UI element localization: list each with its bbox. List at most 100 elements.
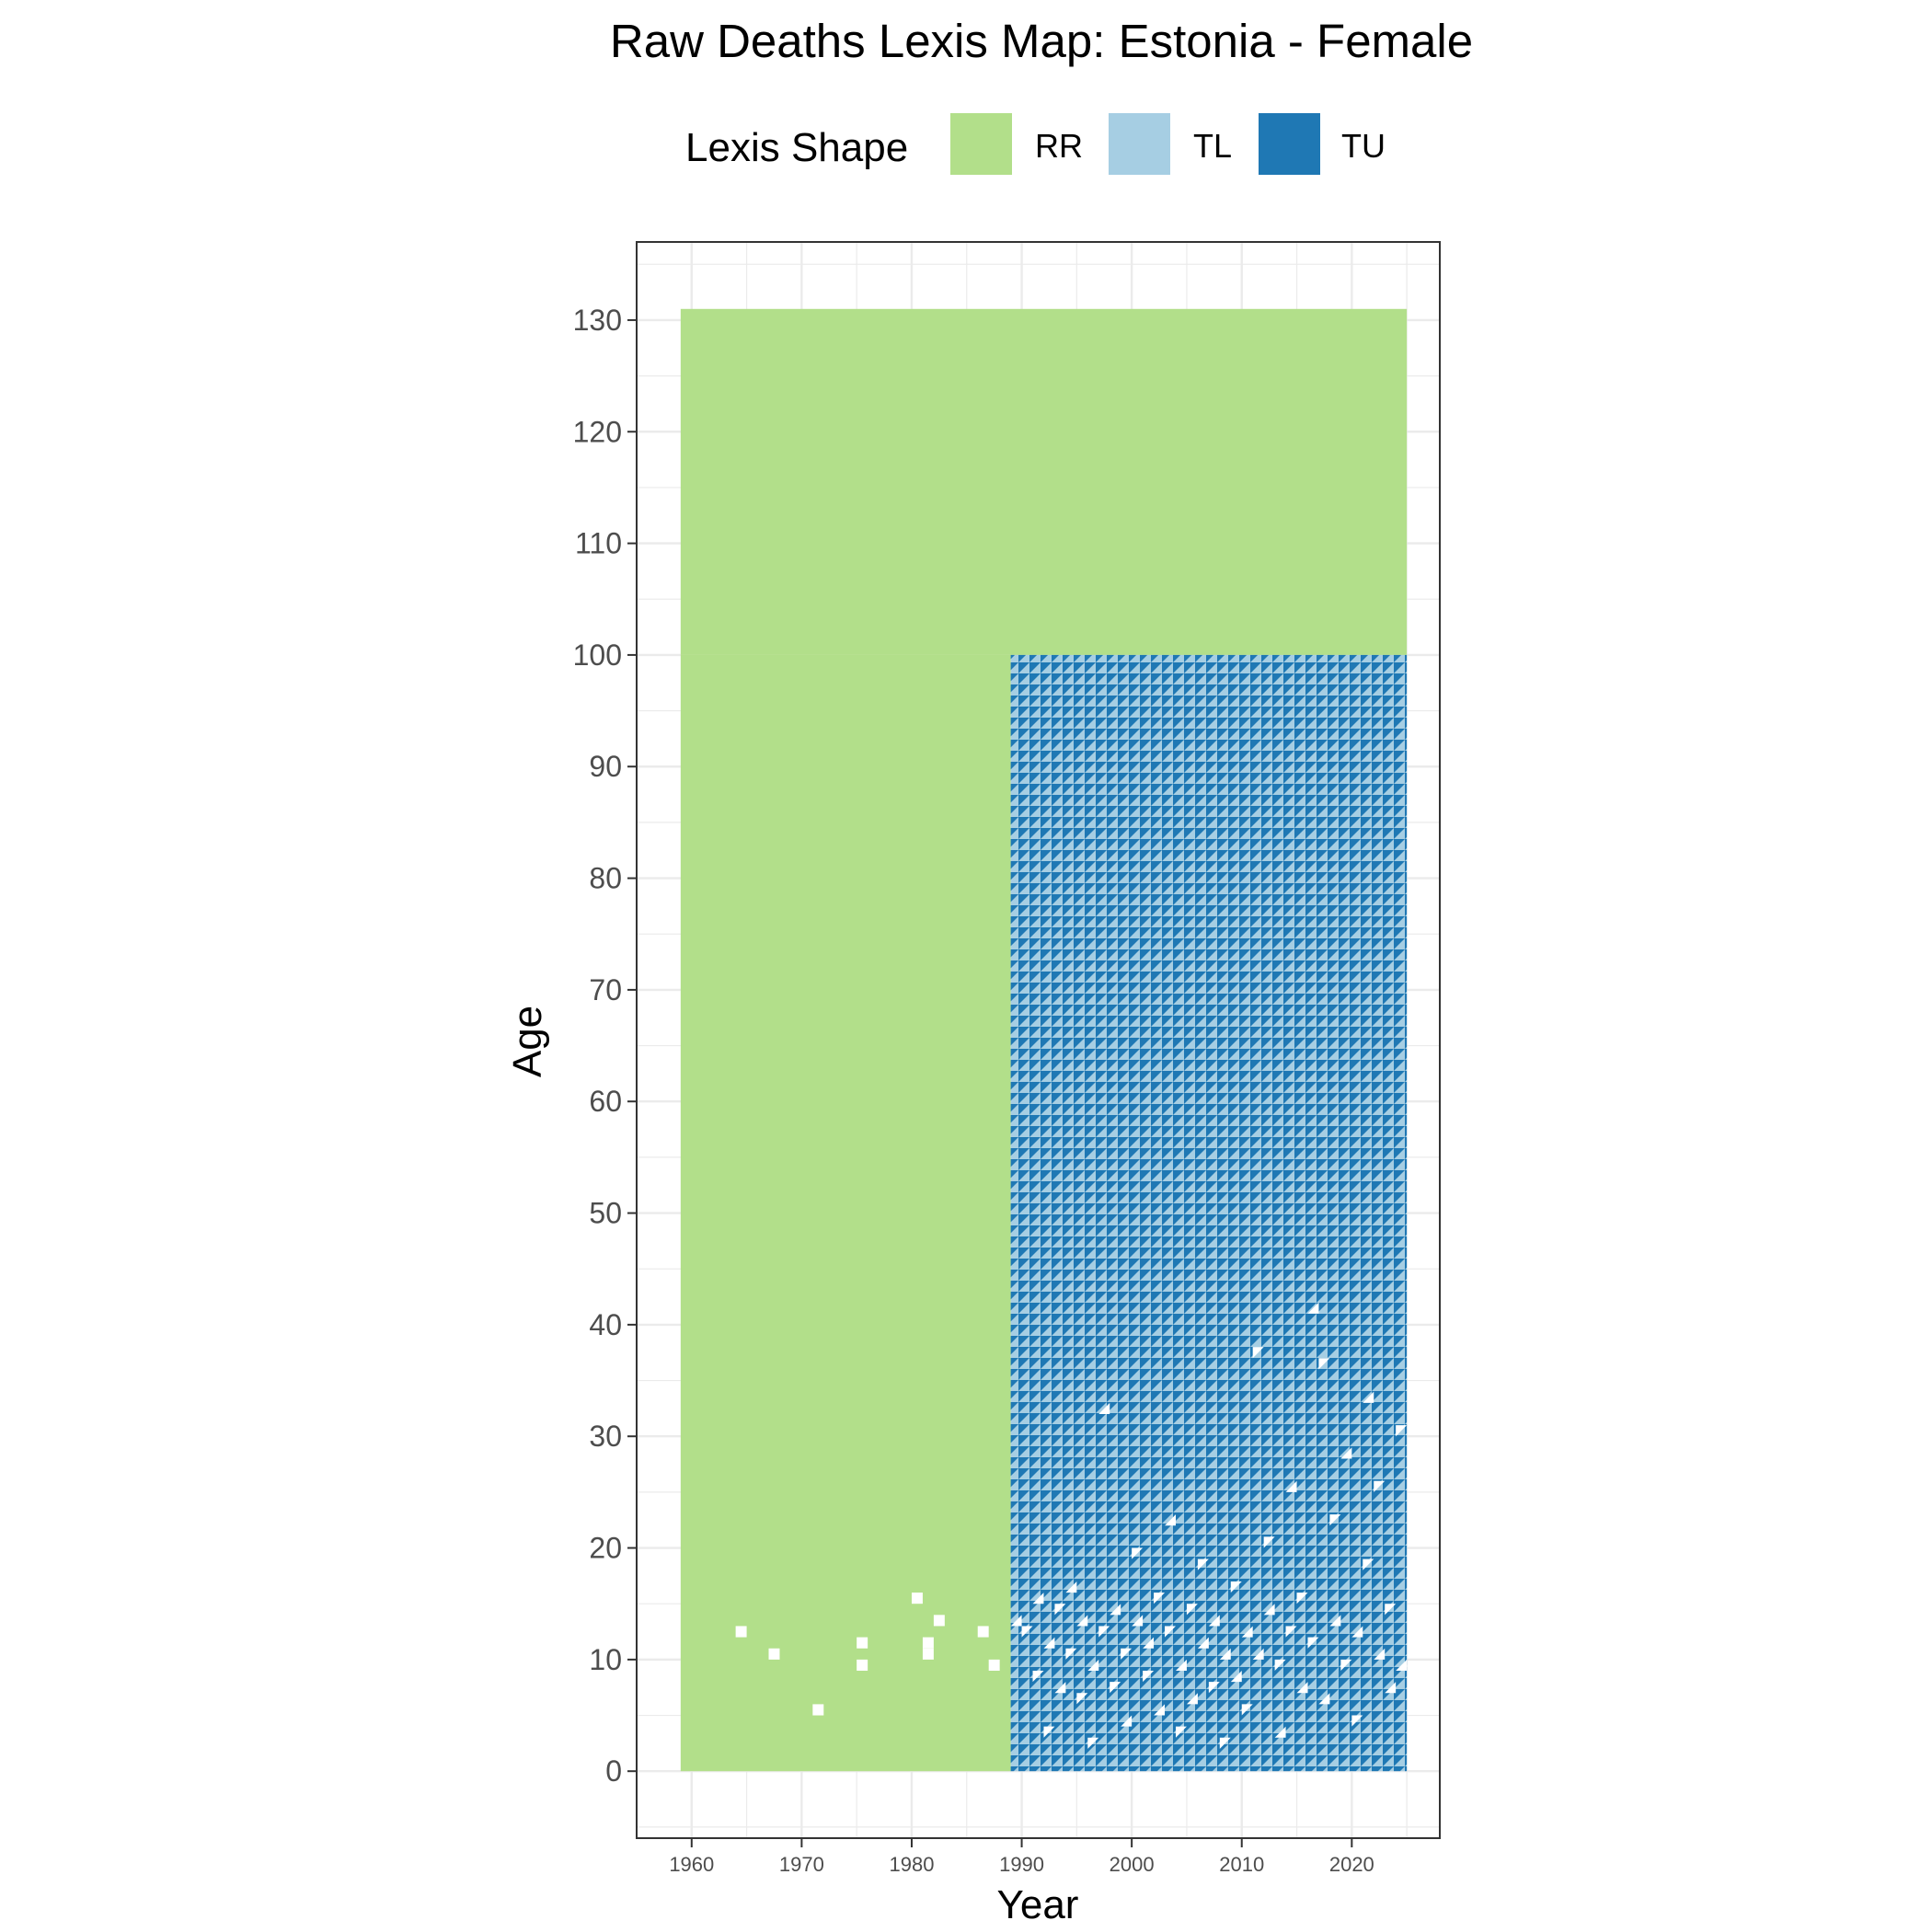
missing-tl-cell	[1110, 1604, 1121, 1616]
x-tick-label: 1980	[889, 1853, 934, 1876]
x-tick-label: 2010	[1219, 1853, 1264, 1876]
missing-rr-cell	[922, 1648, 934, 1660]
missing-tu-cell	[1340, 1659, 1352, 1672]
missing-tu-cell	[1396, 1425, 1408, 1437]
missing-tl-cell	[1307, 1302, 1319, 1314]
missing-tl-cell	[1208, 1615, 1220, 1627]
missing-tl-cell	[1186, 1693, 1198, 1705]
missing-tu-cell	[1065, 1648, 1077, 1660]
legend-swatch-tu	[1259, 113, 1320, 175]
y-axis: 0 10 20 30 40 50 60 70 80 90 100 110 120 130	[573, 304, 637, 1788]
missing-tu-cell	[1154, 1593, 1166, 1604]
y-tick-label: 0	[605, 1754, 622, 1788]
missing-rr-cell	[812, 1704, 824, 1716]
y-tick-label: 30	[589, 1420, 622, 1453]
missing-tl-cell	[1230, 1671, 1242, 1683]
rr-region	[680, 308, 1408, 655]
y-tick-label: 80	[589, 862, 622, 895]
missing-tu-cell	[1175, 1726, 1187, 1738]
missing-rr-cell	[977, 1626, 989, 1638]
missing-tl-cell	[1087, 1659, 1099, 1672]
missing-rr-cell	[988, 1659, 1000, 1672]
missing-tl-cell	[1143, 1637, 1155, 1649]
missing-tu-cell	[1043, 1726, 1055, 1738]
rr-region	[680, 654, 1011, 1772]
missing-tu-cell	[1274, 1659, 1286, 1672]
chart-title: Raw Deaths Lexis Map: Estonia - Female	[610, 15, 1473, 67]
missing-tu-cell	[1230, 1581, 1242, 1593]
missing-tl-cell	[1396, 1659, 1408, 1672]
missing-tu-cell	[1021, 1626, 1033, 1638]
legend-swatch-tl	[1109, 113, 1170, 175]
missing-tu-cell	[1208, 1682, 1220, 1694]
missing-tu-cell	[1054, 1604, 1066, 1616]
missing-tu-cell	[1087, 1737, 1099, 1749]
y-tick-label: 70	[589, 973, 622, 1006]
missing-tl-cell	[1374, 1648, 1386, 1660]
y-tick-label: 90	[589, 750, 622, 783]
x-axis: 1960 1970 1980 1990 2000 2010 2020	[669, 1838, 1374, 1876]
x-tick-label: 1990	[999, 1853, 1044, 1876]
missing-tl-cell	[1175, 1659, 1187, 1672]
missing-rr-cell	[933, 1615, 945, 1627]
missing-rr-cell	[768, 1648, 780, 1660]
plot-panel	[636, 241, 1441, 1839]
missing-tl-cell	[1054, 1682, 1066, 1694]
missing-tl-cell	[1274, 1726, 1286, 1738]
missing-tu-cell	[1252, 1347, 1264, 1359]
missing-tl-cell	[1363, 1391, 1374, 1403]
x-tick-label: 2020	[1329, 1853, 1374, 1876]
missing-tl-cell	[1219, 1648, 1231, 1660]
missing-tl-cell	[1076, 1615, 1088, 1627]
y-tick-label: 20	[589, 1532, 622, 1565]
missing-tl-cell	[1263, 1604, 1275, 1616]
missing-tu-cell	[1307, 1637, 1319, 1649]
y-tick-label: 120	[573, 415, 622, 448]
missing-rr-cell	[922, 1637, 934, 1649]
missing-tl-cell	[1154, 1704, 1166, 1716]
missing-tu-cell	[1329, 1514, 1341, 1526]
missing-tu-cell	[1197, 1558, 1209, 1570]
lexis-cells	[680, 308, 1408, 1772]
missing-tu-cell	[1110, 1682, 1121, 1694]
missing-tl-cell	[1121, 1715, 1133, 1727]
missing-tu-cell	[1143, 1671, 1155, 1683]
missing-tu-cell	[1076, 1693, 1088, 1705]
y-tick-label: 10	[589, 1643, 622, 1676]
y-axis-title: Age	[505, 1006, 550, 1077]
missing-tl-cell	[1340, 1447, 1352, 1459]
x-tick-label: 1970	[779, 1853, 824, 1876]
missing-tl-cell	[1197, 1637, 1209, 1649]
missing-tu-cell	[1385, 1604, 1397, 1616]
missing-tl-cell	[1329, 1615, 1341, 1627]
missing-tl-cell	[1241, 1626, 1253, 1638]
legend-label-tl: TL	[1193, 127, 1232, 165]
missing-tl-cell	[1165, 1514, 1176, 1526]
legend-label-rr: RR	[1035, 127, 1083, 165]
missing-tl-cell	[1010, 1615, 1022, 1627]
missing-tl-cell	[1065, 1581, 1077, 1593]
legend: Lexis Shape RR TL TU	[685, 113, 1386, 175]
missing-rr-cell	[857, 1637, 868, 1649]
x-axis-title: Year	[997, 1882, 1079, 1927]
missing-tu-cell	[1219, 1737, 1231, 1749]
missing-tu-cell	[1165, 1626, 1176, 1638]
missing-tl-cell	[1296, 1682, 1308, 1694]
legend-title: Lexis Shape	[685, 125, 908, 170]
missing-tu-cell	[1186, 1604, 1198, 1616]
missing-tu-cell	[1374, 1480, 1386, 1492]
y-tick-label: 130	[573, 304, 622, 337]
missing-tu-cell	[1241, 1704, 1253, 1716]
missing-tl-cell	[1318, 1693, 1330, 1705]
missing-tu-cell	[1351, 1715, 1363, 1727]
missing-rr-cell	[857, 1659, 868, 1672]
missing-tu-cell	[1263, 1536, 1275, 1548]
y-tick-label: 60	[589, 1085, 622, 1118]
x-tick-label: 2000	[1110, 1853, 1155, 1876]
missing-tl-cell	[1351, 1626, 1363, 1638]
missing-tu-cell	[1285, 1626, 1297, 1638]
x-tick-label: 1960	[669, 1853, 714, 1876]
triangle-region	[1010, 654, 1408, 1772]
